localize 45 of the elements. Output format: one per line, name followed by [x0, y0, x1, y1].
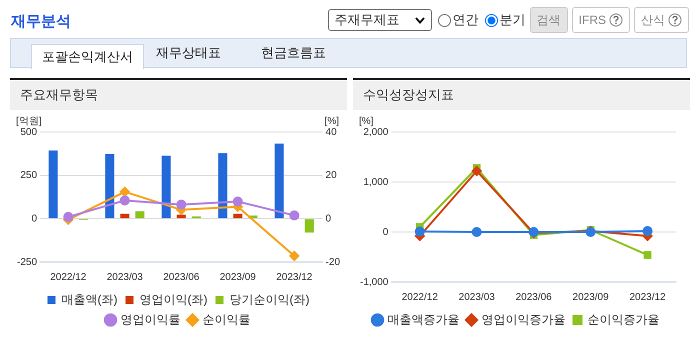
text: 재무분석	[11, 12, 71, 31]
y2-axis-title: [%]	[324, 116, 340, 127]
y2-tick-label: 0	[326, 213, 332, 224]
text: 재무상태표	[156, 45, 221, 61]
y-tick-label: 0	[382, 226, 389, 238]
y2-tick-label: 40	[326, 126, 338, 138]
y-tick-label: -250	[17, 256, 38, 268]
x-tick-label: 2023/12	[276, 272, 313, 283]
text: 산식	[634, 7, 689, 33]
x-tick-label: 2023/06	[516, 292, 552, 303]
text: IFRS	[572, 7, 630, 33]
y-axis-title: [%]	[359, 116, 374, 127]
legend-label: 영업이익(좌)	[140, 292, 208, 306]
text: 연간	[452, 11, 479, 29]
y-axis-title: [억원]	[16, 116, 42, 127]
chart-title: 수익성장성지표	[353, 78, 690, 110]
y-tick-label: 2,000	[363, 126, 389, 138]
x-tick-label: 2023/03	[106, 272, 144, 283]
y-tick-label: 250	[20, 170, 38, 182]
x-tick-label: 2023/09	[572, 292, 610, 303]
legend-label: 당기순이익(좌)	[229, 292, 310, 306]
y2-tick-label: 20	[326, 170, 338, 182]
y-tick-label: 0	[31, 213, 38, 224]
legend-label: 매출액(좌)	[62, 292, 118, 306]
y-tick-label: 500	[20, 126, 38, 138]
x-tick-label: 2023/12	[629, 292, 666, 303]
legend-label: 순이익증가율	[588, 312, 660, 326]
y2-tick-label: -20	[326, 256, 340, 268]
legend-label: 영업이익증가율	[482, 312, 566, 326]
legend-label: 영업이익률	[120, 312, 180, 326]
legend-label: 매출액증가율	[388, 312, 460, 326]
x-tick-label: 2022/12	[402, 292, 438, 303]
chart-title: 주요재무항목	[10, 78, 347, 110]
x-tick-label: 2022/12	[50, 272, 87, 283]
text: 분기	[498, 11, 526, 29]
y-tick-label: 1,000	[363, 176, 389, 188]
y-tick-label: -1,000	[360, 276, 389, 288]
x-tick-label: 2023/06	[163, 272, 200, 283]
text: 포괄손익계산서	[31, 44, 144, 69]
text: 검색	[530, 7, 568, 33]
x-tick-label: 2023/03	[458, 292, 496, 303]
legend-label: 순이익률	[202, 312, 250, 326]
text: 현금흐름표	[261, 45, 326, 61]
text: 주재무제표	[334, 11, 400, 29]
x-tick-label: 2023/09	[220, 272, 256, 283]
